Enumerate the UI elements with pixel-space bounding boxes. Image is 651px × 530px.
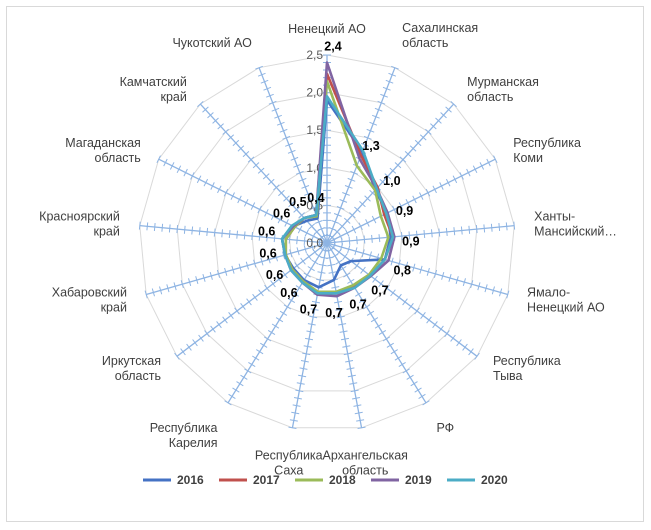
category-label: Магаданская область [65, 136, 141, 165]
category-label: Красноярский край [39, 209, 120, 238]
axis-tick-marks [332, 241, 510, 299]
category-label: Сахалинская область [402, 21, 478, 50]
axis-spoke [326, 103, 455, 244]
axis-tick-marks [156, 155, 323, 244]
data-label: 2,4 [324, 40, 341, 54]
legend-label: 2018 [329, 473, 356, 487]
data-label: 0,7 [325, 306, 342, 320]
axis-spoke [326, 242, 363, 428]
category-label: Республика Тыва [493, 354, 561, 383]
legend-label: 2019 [405, 473, 432, 487]
axis-tick-label: 2,0 [306, 86, 323, 100]
axis-spoke [227, 242, 328, 404]
axis-spoke [145, 242, 328, 296]
axis-spoke [176, 242, 328, 357]
category-label: РФ [436, 421, 454, 435]
axis-tick-label: 1,5 [306, 123, 323, 137]
series-2020 [280, 95, 395, 295]
axis-spoke [158, 158, 328, 244]
axis-spoke [291, 242, 328, 428]
category-label: Мурманская область [467, 75, 539, 104]
data-label: 0,7 [300, 302, 317, 316]
axis-spoke [139, 225, 328, 244]
axis-spoke [326, 242, 509, 296]
axis-tick-marks [144, 241, 322, 299]
category-label: Ханты-Мансийский… [534, 209, 617, 238]
data-label: 0,6 [280, 286, 297, 300]
data-label: 0,4 [307, 191, 324, 205]
category-label: Республика Коми [513, 136, 581, 165]
data-label: 0,8 [394, 264, 411, 278]
legend-label: 2017 [253, 473, 280, 487]
category-label: Иркутская область [102, 354, 161, 383]
legend-label: 2020 [481, 473, 508, 487]
axis-tick-label: 2,5 [306, 48, 323, 62]
category-label: Камчатский край [120, 75, 187, 104]
axis-spoke [326, 158, 496, 244]
data-label: 1,0 [383, 174, 400, 188]
data-label: 0,6 [266, 268, 283, 282]
data-label: 0,7 [349, 298, 366, 312]
grid-ring [176, 92, 478, 392]
grid-ring [251, 167, 403, 318]
category-label: Ненецкий АО [288, 22, 366, 36]
grid-ring [214, 129, 440, 355]
data-label: 0,6 [258, 224, 275, 238]
axis-tick-marks [255, 65, 329, 238]
category-label: Архангельская область [322, 448, 407, 477]
data-label: 1,3 [362, 139, 379, 153]
data-label: 0,5 [289, 195, 306, 209]
data-label: 0,7 [371, 284, 388, 298]
category-label: Ямало-Ненецкий АО [527, 285, 605, 314]
category-label: Республика Карелия [150, 421, 218, 450]
category-label: Чукотский АО [172, 36, 252, 50]
axis-tick-marks [330, 244, 480, 360]
data-label: 0,6 [273, 207, 290, 221]
axis-tick-label: 0,0 [306, 236, 323, 250]
data-label: 0,9 [402, 234, 419, 248]
axis-spoke [326, 225, 515, 244]
axis-tick-marks [327, 246, 430, 406]
category-label: Хабаровский край [52, 285, 127, 314]
legend-label: 2016 [177, 473, 204, 487]
axis-spoke [326, 242, 427, 404]
grid-ring [139, 54, 515, 429]
data-label: 0,6 [259, 247, 276, 261]
category-label: Республика Саха [255, 448, 323, 477]
data-label: 0,9 [396, 204, 413, 218]
